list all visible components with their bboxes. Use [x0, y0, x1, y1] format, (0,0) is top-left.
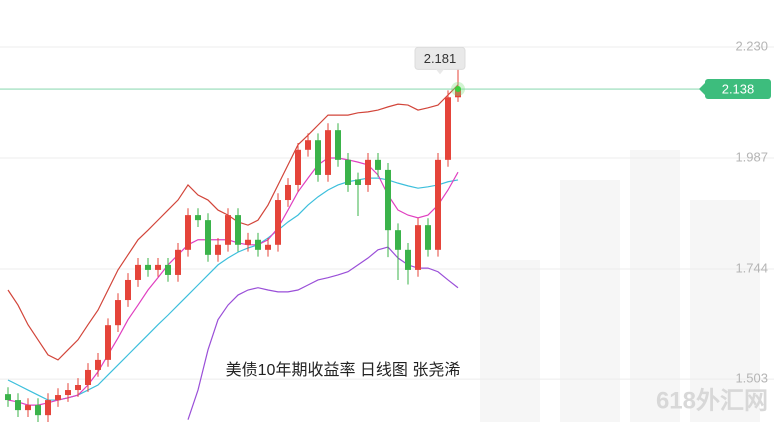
- last-price-dot: [455, 86, 461, 93]
- watermark: 618外汇网: [656, 386, 768, 414]
- candle-body: [335, 130, 341, 160]
- candle-body: [155, 264, 161, 270]
- candle-body: [275, 200, 281, 245]
- candle-body: [35, 405, 41, 416]
- candle-body: [225, 215, 231, 245]
- candle-body: [305, 140, 311, 150]
- candle-body: [125, 279, 131, 301]
- candle-body: [15, 400, 21, 411]
- candle-body: [415, 225, 421, 270]
- candle-body: [325, 130, 331, 175]
- candle-body: [75, 385, 81, 391]
- candle-body: [295, 149, 301, 185]
- candle-body: [25, 405, 31, 411]
- indicator-line: [187, 246, 459, 420]
- tooltip-pointer: [436, 69, 444, 75]
- y-tick-label: 1.503: [735, 371, 768, 386]
- candle-body: [115, 300, 121, 326]
- price-label-box: [705, 79, 771, 100]
- candle-body: [175, 249, 181, 275]
- candle-body: [265, 244, 271, 250]
- candle-body: [425, 225, 431, 250]
- candle-body: [145, 264, 151, 270]
- candle-body: [285, 184, 291, 201]
- price-label: 2.138: [722, 81, 755, 96]
- candle-body: [205, 220, 211, 255]
- y-tick-label: 2.230: [735, 38, 768, 53]
- candle-body: [55, 395, 61, 401]
- candle-body: [95, 359, 101, 370]
- y-tick-label: 1.744: [735, 260, 768, 275]
- chart-title: 美债10年期收益率 日线图 张尧浠: [226, 361, 461, 379]
- candle-body: [235, 215, 241, 245]
- candle-body: [435, 159, 441, 250]
- candle-body: [85, 369, 91, 386]
- candle-body: [345, 159, 351, 185]
- candle-body: [445, 97, 451, 160]
- price-label-pointer: [699, 83, 705, 96]
- candle-body: [105, 325, 111, 360]
- candle-body: [215, 244, 221, 255]
- candle-body: [185, 215, 191, 250]
- candle-body: [405, 249, 411, 270]
- indicator-line: [7, 84, 459, 361]
- candle-body: [375, 159, 381, 170]
- candle-body: [45, 400, 51, 416]
- candle-body: [195, 215, 201, 221]
- indicator-line: [7, 157, 459, 406]
- candle-body: [315, 140, 321, 175]
- y-tick-label: 1.987: [735, 149, 768, 164]
- indicator-line: [7, 177, 459, 401]
- candle-body: [385, 169, 391, 231]
- candle-body: [355, 179, 361, 185]
- candle-body: [135, 264, 141, 280]
- candle-body: [395, 230, 401, 250]
- candle-body: [365, 159, 371, 185]
- candle-body: [245, 239, 251, 245]
- tooltip-label: 2.181: [424, 51, 457, 66]
- candle-body: [165, 264, 171, 275]
- candle-body: [255, 239, 261, 250]
- candle-body: [5, 394, 11, 401]
- background-buildings: [480, 150, 760, 422]
- candle-body: [455, 89, 461, 98]
- candle-body: [65, 390, 71, 396]
